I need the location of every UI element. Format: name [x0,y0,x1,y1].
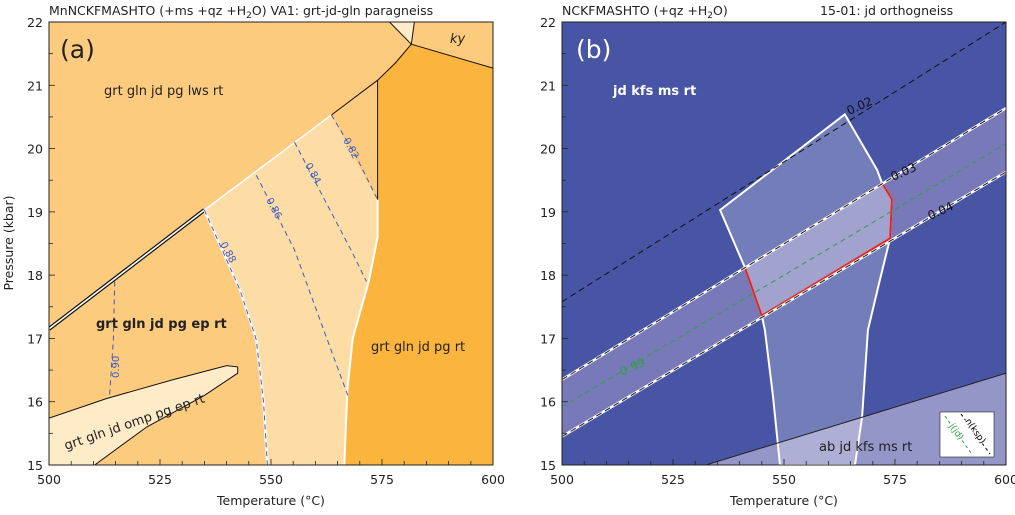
isopleth-ksp-0.02 [562,22,1006,303]
field-grt-gln-jd-pg-rt [344,44,493,465]
y-tick-label: 20 [27,142,43,157]
x-tick-label: 550 [772,472,796,487]
legend: j(jd) n(ksp) [939,411,995,458]
y-tick-label: 22 [27,15,43,30]
x-tick-label: 500 [550,472,574,487]
panel-b-x-axis-label: Temperature (°C) [729,493,838,508]
y-tick-label: 22 [540,15,556,30]
x-tick-label: 525 [148,472,172,487]
y-tick-label: 19 [27,205,43,220]
panel-a-plot [49,22,493,465]
panel-b-title: NCKFMASHTO (+qz +H2O) [562,3,728,21]
x-tick-label: 600 [481,472,505,487]
y-tick-label: 18 [540,268,556,283]
x-tick-label: 600 [994,472,1015,487]
y-tick-label: 18 [27,268,43,283]
y-tick-label: 19 [540,205,556,220]
field-light [204,115,378,465]
field-label: grt gln jd pg rt [371,340,465,355]
isopleth-0.86 [255,174,349,396]
field-omp-lens [49,365,239,465]
panel-a-title: MnNCKFMASHTO (+ms +qz +H2O) VA1: grt-jd-… [49,3,433,21]
y-tick-label: 17 [27,331,43,346]
isopleth-0.90 [108,281,116,399]
boundary-ky [411,43,493,69]
y-tick-label: 16 [540,395,556,410]
field-small-top [389,22,415,45]
y-tick-label: 15 [27,458,43,473]
y-axis-label: Pressure (kbar) [1,195,16,290]
isopleth-ksp-0.04 [562,171,1006,437]
field-label: grt gln jd pg lws rt [104,84,223,99]
isopleth-label: 0.90 [111,356,122,378]
boundary [705,372,1006,465]
ksp-band [562,108,1006,437]
y-tick-label: 21 [27,78,43,93]
panel-a-label: (a) [60,35,95,64]
panel-b-label: (b) [576,35,611,64]
field-label: grt gln jd pg ep rt [96,317,227,332]
boundary [389,22,415,46]
y-tick-label: 17 [540,331,556,346]
panel-b: 500 525 550 575 600 15 16 17 18 19 20 21 22 [540,15,1015,487]
panel-b-plot [562,22,1006,465]
y-tick-label: 20 [540,142,556,157]
isopleth-0.88 [203,209,268,465]
x-tick-label: 550 [259,472,283,487]
y-tick-label: 21 [540,78,556,93]
boundary-white [203,114,332,211]
y-tick-label: 15 [540,458,556,473]
x-tick-label: 575 [370,472,394,487]
y-tick-label: 16 [27,395,43,410]
panel-b-sample: 15-01: jd orthogneiss [820,3,953,18]
double-boundary-inner [49,209,205,330]
boundary-white [343,199,379,465]
field-label: ky [450,32,466,47]
isopleth-ksp-0.03 [562,107,1006,381]
panel-a-x-axis-label: Temperature (°C) [216,493,325,508]
x-tick-label: 575 [883,472,907,487]
panel-a: 500 525 550 575 600 15 16 17 18 19 20 21 22 [27,15,505,487]
field-label: ab jd kfs ms rt [819,440,912,455]
x-tick-label: 525 [661,472,685,487]
isopleth-0.84 [294,141,367,282]
field-label: jd kfs ms rt [612,84,696,99]
x-tick-label: 500 [37,472,61,487]
isopleth-0.82 [330,114,379,201]
